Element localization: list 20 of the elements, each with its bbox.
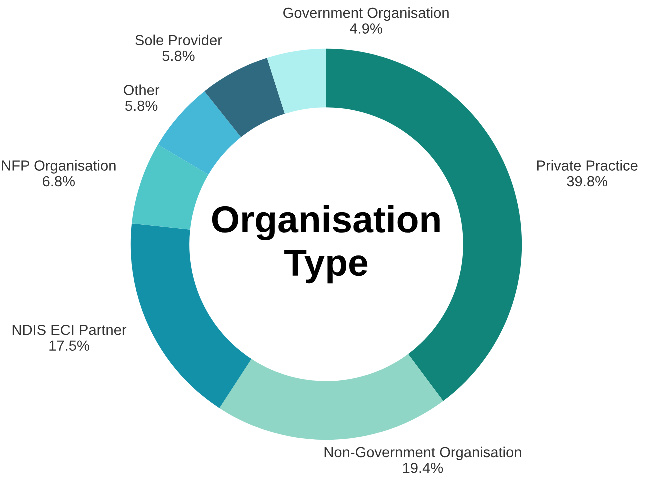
slice-label: NFP Organisation (2, 160, 116, 174)
data-label: 5.8% (126, 100, 158, 112)
slice-label: Other (124, 84, 160, 96)
donut-slice (158, 91, 242, 175)
donut-slice (132, 144, 209, 230)
data-label: 5.8% (162, 50, 195, 62)
data-label: 17.5% (50, 340, 90, 352)
text: Organisation Type (212, 205, 440, 284)
slice-label: NDIS ECI Partner (12, 324, 127, 336)
data-label: 39.8% (567, 176, 608, 187)
slice-label: Sole Provider (136, 34, 222, 46)
slice-label: Private Practice (537, 160, 638, 171)
data-label: 6.8% (43, 176, 76, 187)
data-label: 19.4% (403, 462, 444, 474)
slice-label: Government Organisation (284, 8, 449, 22)
donut-slice (267, 48, 326, 114)
donut-slice (204, 58, 286, 138)
donut-slice (220, 354, 444, 440)
data-label: 4.9% (350, 24, 382, 34)
slice-label: Non-Government Organisation (324, 446, 522, 460)
